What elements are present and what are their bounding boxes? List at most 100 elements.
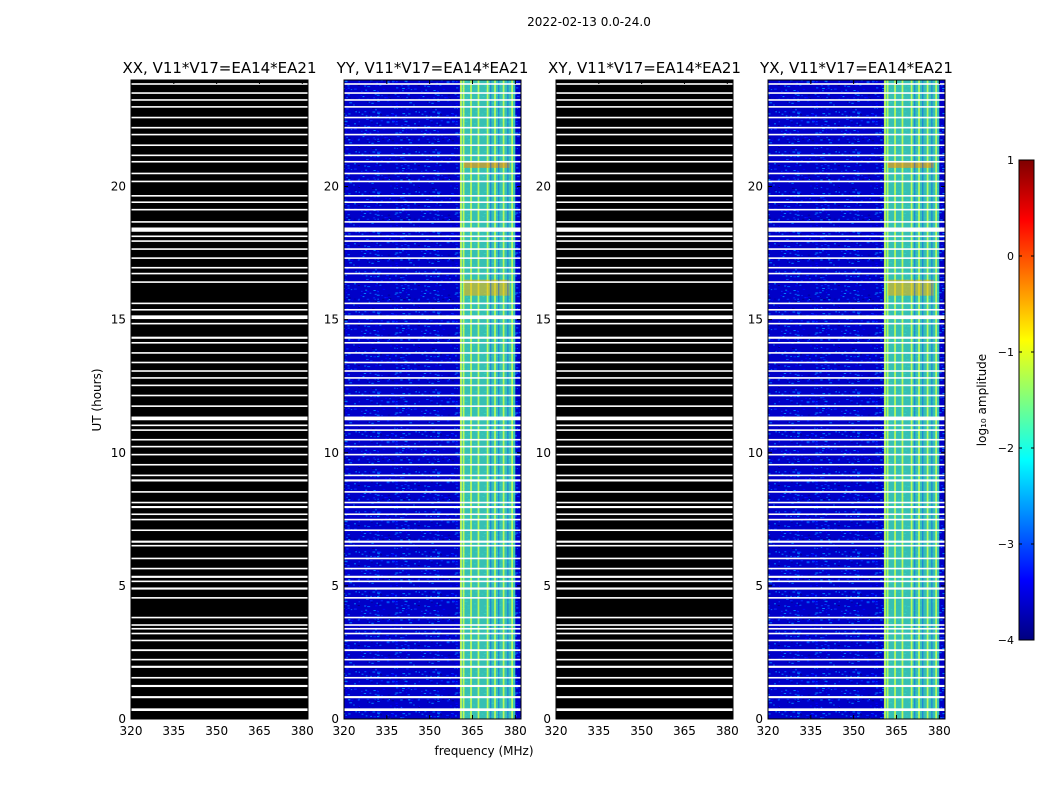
flagged-band (344, 227, 521, 232)
flagged-band (556, 208, 733, 211)
colorbar-tick-label: −4 (998, 634, 1014, 647)
panel-background (556, 80, 733, 719)
flagged-band (344, 445, 521, 448)
flagged-band (768, 501, 945, 504)
flagged-band (556, 160, 733, 163)
panel-title: XX, V11*V17=EA14*EA21 (122, 59, 316, 77)
flagged-band (131, 649, 308, 652)
band-gap (507, 80, 509, 719)
flagged-band (768, 416, 945, 421)
rfi-column (470, 80, 472, 719)
flagged-band (556, 315, 733, 320)
flagged-band (131, 99, 308, 101)
flagged-band (768, 272, 945, 275)
flagged-band (131, 438, 308, 441)
y-tick-label: 20 (324, 180, 339, 194)
panel-frame (767, 79, 946, 720)
y-tick-label: 15 (748, 313, 763, 327)
y-tick-label: 10 (748, 446, 763, 460)
flagged-band (131, 445, 308, 448)
flagged-band (131, 144, 308, 147)
flagged-band (344, 624, 521, 626)
flagged-band (131, 529, 308, 532)
flagged-band (768, 172, 945, 175)
panel-frame (555, 79, 734, 720)
rfi-column (901, 80, 904, 719)
flagged-band (768, 240, 945, 242)
flagged-band (344, 99, 521, 101)
flagged-band (131, 227, 308, 232)
flagged-band (768, 463, 945, 466)
panel-yx: YX, V11*V17=EA14*EA21 320 335 350 365 380 0 5 10… (748, 59, 953, 738)
flagged-band (768, 696, 945, 699)
flagged-band (768, 665, 945, 668)
flagged-band (768, 248, 945, 250)
flagged-band (131, 394, 308, 397)
flagged-band (344, 453, 521, 456)
flagged-band (344, 491, 521, 493)
panel-title: YY, V11*V17=EA14*EA21 (336, 59, 529, 77)
y-tick-label: 15 (324, 313, 339, 327)
hotspot (887, 279, 934, 296)
x-tick-label: 320 (757, 724, 780, 738)
flagged-band (344, 308, 521, 311)
flagged-band (344, 370, 521, 372)
flagged-band (131, 361, 308, 364)
flagged-band (556, 322, 733, 325)
y-tick-label: 0 (755, 712, 763, 726)
flagged-band (556, 627, 733, 630)
flagged-band (131, 240, 308, 242)
flagged-band (768, 580, 945, 583)
flagged-band (768, 144, 945, 147)
x-axis-label: frequency (MHz) (434, 744, 533, 758)
flagged-band (131, 370, 308, 372)
flagged-band (768, 352, 945, 354)
flagged-band (556, 529, 733, 532)
flagged-band (556, 394, 733, 397)
flagged-band (768, 684, 945, 688)
flagged-band (768, 377, 945, 379)
flagged-band (768, 154, 945, 157)
rfi-column (462, 80, 465, 719)
flagged-band (556, 438, 733, 441)
flagged-band (344, 513, 521, 516)
flagged-band (556, 272, 733, 275)
flagged-band (131, 195, 308, 197)
flagged-band (131, 302, 308, 305)
flagged-band (344, 665, 521, 668)
flagged-band (131, 116, 308, 119)
flagged-band (768, 322, 945, 325)
flagged-band (344, 377, 521, 379)
y-tick-label: 0 (331, 712, 339, 726)
flagged-band (768, 474, 945, 477)
flagged-band (344, 506, 521, 509)
flagged-band (556, 281, 733, 283)
flagged-band (344, 133, 521, 136)
flagged-band (131, 575, 308, 578)
flagged-band (556, 676, 733, 679)
x-tick-label: 380 (716, 724, 739, 738)
flagged-band (131, 696, 308, 699)
flagged-band (344, 281, 521, 283)
flagged-band (344, 257, 521, 259)
flagged-band (768, 83, 945, 85)
colorbar-tick-label: 1 (1007, 154, 1014, 167)
rfi-column (486, 80, 489, 719)
flagged-band (556, 92, 733, 94)
flagged-band (556, 126, 733, 129)
flagged-band (768, 676, 945, 679)
flagged-band (556, 384, 733, 387)
flagged-band (344, 154, 521, 157)
flagged-band (131, 506, 308, 509)
flagged-band (556, 429, 733, 431)
panel-title: YX, V11*V17=EA14*EA21 (759, 59, 953, 77)
y-tick-label: 0 (543, 712, 551, 726)
flagged-band (768, 315, 945, 320)
flagged-band (556, 302, 733, 305)
flagged-band (344, 463, 521, 466)
flagged-band (556, 506, 733, 509)
flagged-band (556, 597, 733, 599)
flagged-band (556, 201, 733, 204)
x-tick-label: 380 (291, 724, 314, 738)
panel-yy: YY, V11*V17=EA14*EA21 320 335 350 365 380 0 5 10… (324, 59, 529, 738)
